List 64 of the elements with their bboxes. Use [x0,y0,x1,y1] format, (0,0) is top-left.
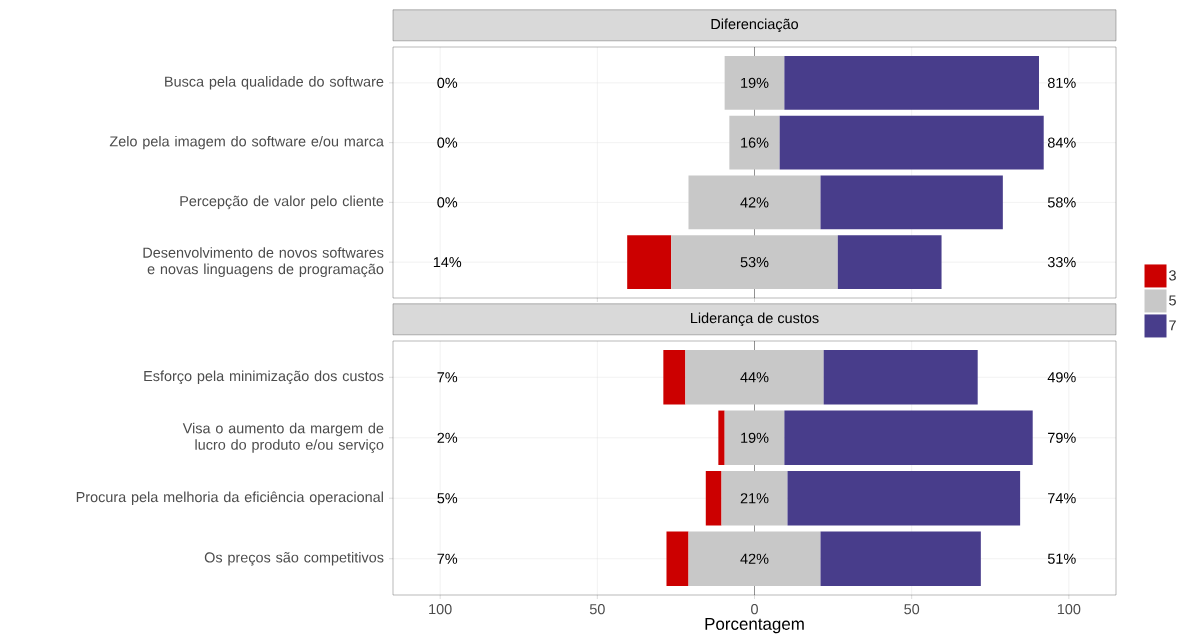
data-label: 14% [433,257,462,268]
chart-title: Diferenciação [711,18,799,33]
data-label: 5% [437,493,458,504]
data-label: 33% [1047,257,1076,268]
y-tick-label: Busca pela qualidade do software [165,76,384,90]
bar [820,175,1003,230]
x-axis-title: Porcentagem [705,618,804,634]
y-tick-label: Os preços são competitivos [204,551,384,566]
bar [663,350,686,405]
bar [705,471,722,526]
data-label: 79% [1048,432,1076,443]
data-label: 81% [1047,77,1076,88]
data-label: 44% [740,372,769,383]
data-label: 0% [437,137,458,148]
bar [718,410,725,465]
bar [779,115,1044,170]
data-label: 84% [1047,137,1076,148]
y-tick-label: Visa o aumento da margem de lucro do produto e/ou serviço [182,422,384,453]
legend-label: 5 [1169,295,1176,306]
data-label: 0% [437,197,458,208]
data-label: 42% [740,197,769,208]
data-label: 16% [741,137,769,148]
data-label: 21% [740,493,769,504]
x-tick-label: 100 [429,604,452,615]
y-tick-label: Esforço pela minimização dos custos [144,370,384,385]
bar [784,55,1039,110]
x-tick-label: 50 [589,604,605,615]
x-tick-label: 50 [904,604,920,615]
bar [688,531,821,586]
data-label: 74% [1048,493,1076,504]
data-label: 7% [437,553,458,564]
data-label: 19% [741,432,769,443]
bar [784,410,1033,465]
bar [837,235,942,290]
data-label: 0% [437,77,458,88]
bar [724,410,785,465]
data-label: 53% [740,257,769,268]
data-label: 49% [1047,372,1076,383]
data-label: 51% [1047,553,1076,564]
bar [666,531,689,586]
bar [724,55,785,110]
data-label: 19% [741,77,769,88]
bar [685,350,824,405]
bar [688,175,821,230]
y-tick-label: Procura pela melhoria da eficiência operacional [76,491,383,505]
chart-title: Liderança de custos [691,312,819,327]
bar [823,350,978,405]
bar [721,471,788,526]
x-tick-label: 0 [751,604,758,615]
data-label: 7% [437,372,458,383]
y-tick-label: Desenvolvimento de novos softwares e novas linguagens de programação [143,247,384,278]
bar [820,531,981,586]
y-tick-label: Percepção de valor pelo cliente [180,195,384,210]
legend-label: 3 [1169,270,1176,281]
data-label: 2% [437,432,458,443]
y-tick-label: Zelo pela imagem do software e/ou marca [109,135,384,150]
bar [787,471,1021,526]
bar [627,235,672,290]
data-label: 58% [1047,197,1076,208]
data-label: 42% [740,553,769,564]
bar [729,115,780,170]
legend-label: 7 [1169,320,1176,331]
x-tick-label: 100 [1057,604,1081,615]
bar [671,235,838,290]
